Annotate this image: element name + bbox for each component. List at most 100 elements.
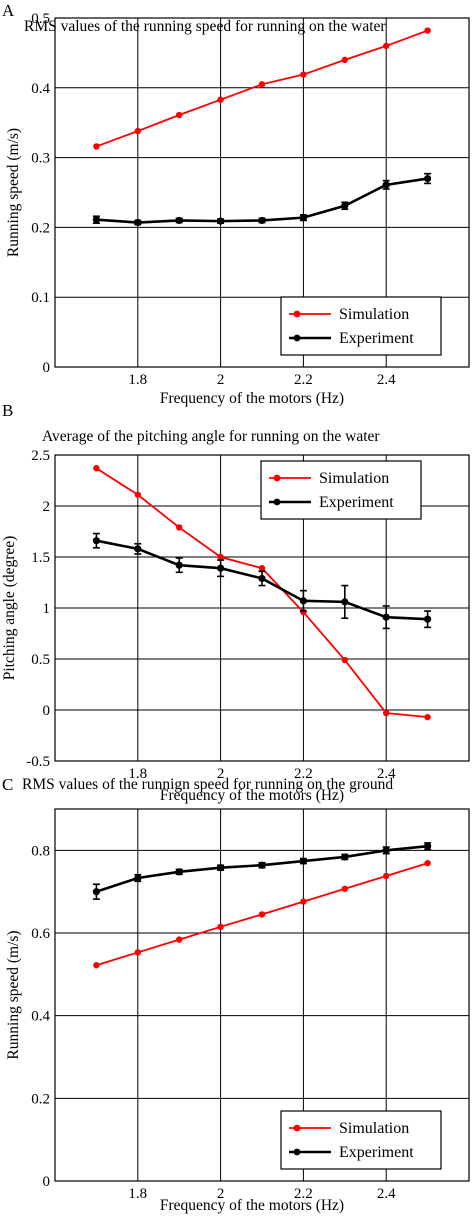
- y-tick-label: 0.5: [31, 652, 50, 668]
- experiment-data-point: [134, 218, 142, 227]
- x-axis-label: Frequency of the motors (Hz): [160, 1197, 344, 1214]
- experiment-data-point: [134, 874, 142, 882]
- experiment-data-point: [299, 597, 307, 605]
- chart-panel-b: B Average of the pitching angle for runni…: [1, 401, 470, 804]
- experiment-data-point: [175, 561, 183, 569]
- legend-box: [260, 460, 422, 520]
- legend: Simulation Experiment: [280, 296, 442, 356]
- experiment-data-point: [217, 564, 225, 572]
- simulation-data-point: [383, 709, 390, 717]
- simulation-data-point: [424, 713, 431, 721]
- experiment-data-point: [299, 214, 307, 222]
- legend-label-simulation: Simulation: [339, 306, 409, 323]
- legend: Simulation Experiment: [280, 1110, 442, 1170]
- x-tick-label: 2.2: [294, 766, 313, 782]
- y-tick-label: 0.6: [31, 926, 50, 942]
- legend-label-experiment: Experiment: [319, 494, 394, 511]
- simulation-data-point: [217, 923, 224, 930]
- experiment-data-point: [382, 846, 390, 854]
- plot-frame: [54, 808, 470, 1182]
- experiment-data-point: [424, 842, 432, 850]
- legend-marker-experiment: [293, 1148, 301, 1156]
- plot-frame: [54, 454, 470, 762]
- legend-marker-simulation: [273, 474, 281, 482]
- y-tick-label: 0.8: [31, 843, 50, 859]
- y-tick-label: 1.5: [31, 550, 50, 566]
- chart-title: Average of the pitching angle for runnin…: [42, 428, 380, 445]
- y-tick-label: 0.4: [31, 1009, 50, 1025]
- simulation-data-point: [300, 71, 307, 78]
- legend-marker-experiment: [273, 498, 281, 506]
- experiment-data-point: [217, 217, 225, 225]
- simulation-data-point: [134, 127, 141, 135]
- legend-label-experiment: Experiment: [339, 1144, 414, 1161]
- y-tick-label: 0.1: [31, 290, 50, 306]
- legend-marker-simulation: [293, 1124, 301, 1132]
- legend-marker-experiment: [293, 334, 301, 342]
- experiment-data-point: [92, 537, 100, 545]
- x-tick-label: 2.4: [377, 1186, 396, 1202]
- simulation-series-line: [96, 29, 428, 148]
- x-tick-label: 2: [217, 372, 225, 388]
- y-axis-label: Running speed (m/s): [5, 930, 22, 1059]
- experiment-data-point: [258, 574, 266, 583]
- simulation-data-point: [383, 872, 390, 880]
- simulation-data-point: [258, 911, 266, 918]
- x-tick-label: 2: [217, 766, 225, 782]
- simulation-data-point: [93, 465, 100, 472]
- simulation-data-point: [176, 111, 183, 119]
- simulation-data-point: [134, 949, 141, 956]
- experiment-data-point: [341, 853, 349, 861]
- experiment-data-point: [382, 613, 390, 621]
- simulation-data-point: [176, 524, 183, 531]
- experiment-data-point: [424, 615, 432, 623]
- experiment-data-point: [341, 202, 349, 210]
- legend-marker-simulation: [293, 310, 301, 318]
- y-tick-label: 1: [43, 601, 51, 617]
- x-tick-label: 2.4: [377, 372, 396, 388]
- chart-title: RMS values of the runnign speed for runn…: [22, 776, 393, 793]
- y-axis-label: Pitching angle (degree): [1, 536, 18, 681]
- experiment-data-point: [258, 861, 266, 869]
- experiment-data-point: [424, 174, 432, 183]
- x-tick-label: 2.2: [294, 1186, 313, 1202]
- y-axis-label: Running speed (m/s): [5, 128, 22, 257]
- x-tick-label: 1.8: [128, 766, 147, 782]
- simulation-data-point: [258, 565, 266, 572]
- simulation-data-point: [217, 553, 224, 561]
- simulation-data-point: [176, 936, 183, 943]
- simulation-data-point: [341, 885, 348, 892]
- legend-label-simulation: Simulation: [319, 470, 389, 487]
- legend-box: [280, 296, 442, 356]
- x-tick-label: 2.4: [377, 766, 396, 782]
- chart-title: RMS values of the running speed for runn…: [24, 18, 386, 35]
- experiment-data-point: [341, 598, 349, 606]
- x-tick-label: 2: [217, 1186, 225, 1202]
- chart-panel-a: A RMS values of the running speed for run…: [2, 1, 470, 407]
- simulation-data-point: [300, 898, 307, 905]
- y-tick-label: 0.4: [31, 81, 50, 97]
- simulation-data-point: [217, 96, 224, 103]
- y-tick-label: -0.5: [26, 754, 50, 770]
- legend: Simulation Experiment: [260, 460, 422, 520]
- experiment-data-point: [382, 181, 390, 189]
- experiment-series-line: [95, 844, 428, 893]
- simulation-data-point: [424, 859, 431, 867]
- experiment-data-point: [217, 864, 225, 872]
- experiment-data-point: [175, 868, 183, 876]
- panel-letter: A: [2, 1, 15, 20]
- y-tick-label: 2.5: [31, 448, 50, 464]
- y-tick-label: 0.2: [31, 1091, 50, 1107]
- y-tick-label: 0: [43, 1174, 51, 1190]
- x-axis-label: Frequency of the motors (Hz): [160, 787, 344, 804]
- simulation-data-point: [93, 143, 100, 150]
- x-tick-label: 1.8: [128, 1186, 147, 1202]
- simulation-data-point: [341, 56, 348, 64]
- y-tick-label: 0: [43, 703, 51, 719]
- y-tick-label: 0.2: [31, 220, 50, 236]
- y-tick-label: 0.3: [31, 151, 50, 167]
- experiment-data-point: [299, 857, 307, 865]
- experiment-data-point: [134, 545, 142, 553]
- chart-panel-c: C RMS values of the runnign speed for run…: [2, 775, 470, 1214]
